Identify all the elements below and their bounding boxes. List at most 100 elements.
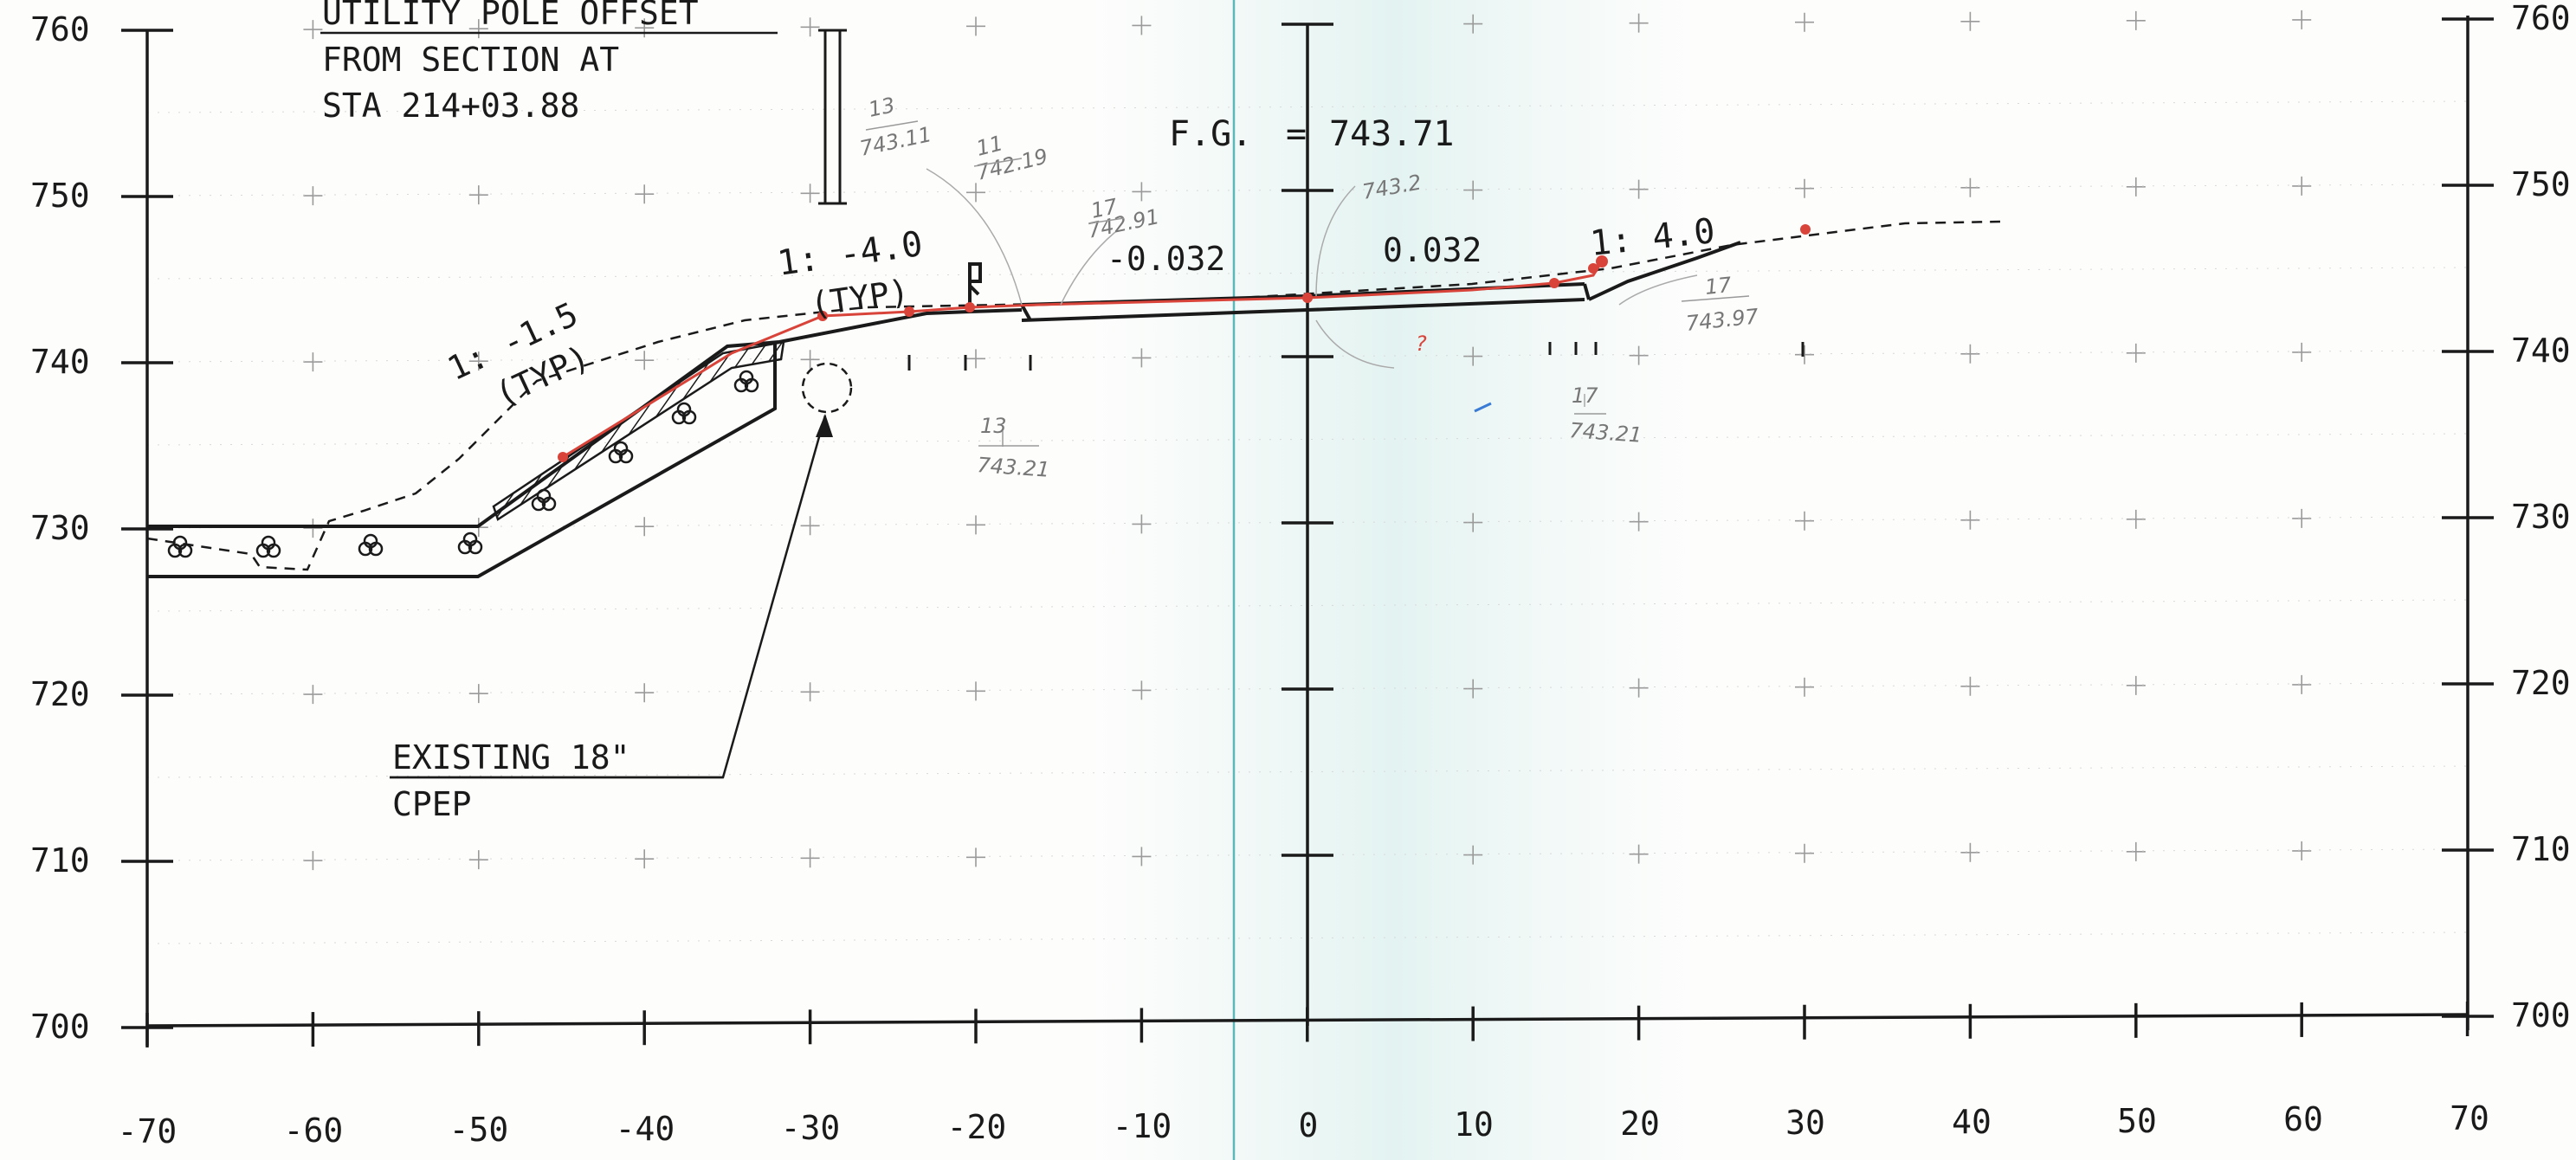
stone-symbol xyxy=(462,532,478,547)
y-tick-label: 760 xyxy=(30,10,90,48)
stone-symbol xyxy=(172,535,188,551)
grid-cross xyxy=(800,516,820,536)
grid-cross xyxy=(800,17,820,37)
callout-line-2: CPEP xyxy=(392,785,472,823)
axis-ticks xyxy=(121,17,2494,1047)
grid-cross xyxy=(1132,182,1152,202)
stone-symbol xyxy=(536,488,552,504)
cross-slope-left-label: -0.032 xyxy=(1107,240,1225,278)
grid-cross xyxy=(2292,674,2312,694)
y-tick-label: 740 xyxy=(30,343,90,381)
grid-cross xyxy=(1463,346,1483,366)
grid-dotted-line xyxy=(146,848,2469,861)
grid-cross xyxy=(2126,509,2146,529)
stone-symbol xyxy=(363,533,378,549)
x-tick-label: 0 xyxy=(1299,1106,1319,1144)
grid-cross xyxy=(2126,10,2146,30)
y-tick-label: 750 xyxy=(30,177,90,215)
x-tick-label: -40 xyxy=(616,1110,675,1148)
x-tick-label: 40 xyxy=(1952,1103,1992,1141)
y-tick-label: 750 xyxy=(2511,165,2571,203)
y-tick-label: 710 xyxy=(30,841,90,880)
grid-cross xyxy=(468,19,488,39)
grid-cross xyxy=(2126,675,2146,695)
grid-crosses xyxy=(146,10,2469,1028)
existing-ground-line xyxy=(146,220,2001,571)
redline-markup xyxy=(562,261,1604,459)
grid-cross xyxy=(2126,177,2146,197)
grid-cross xyxy=(1960,510,1980,530)
grid-cross xyxy=(1463,679,1483,699)
grid-cross xyxy=(966,349,985,369)
y-tick-label: 710 xyxy=(2511,830,2571,868)
grid-dotted-line xyxy=(146,516,2469,529)
x-tick-label: -20 xyxy=(947,1108,1007,1146)
grid-cross xyxy=(635,18,655,38)
title-line-1: UTILITY POLE OFFSET xyxy=(322,0,699,32)
grid-dotted-line xyxy=(146,433,2469,446)
hand-note-sub: 743.21 xyxy=(1569,418,1643,448)
grid-cross xyxy=(800,350,820,370)
slope-left-ditch-note: (TYP) xyxy=(808,272,911,323)
callout-leader xyxy=(390,415,827,779)
grid-cross xyxy=(800,682,820,702)
x-tick-label: 50 xyxy=(2117,1102,2157,1140)
grid-cross xyxy=(1132,680,1152,700)
y-tick-label: 720 xyxy=(2511,664,2571,702)
x-tick-label: 30 xyxy=(1785,1104,1825,1142)
x-tick-label: -10 xyxy=(1113,1107,1172,1145)
x-tick-label: 10 xyxy=(1454,1105,1494,1144)
title-line-2: FROM SECTION AT xyxy=(322,41,619,79)
grid-cross xyxy=(966,681,985,701)
grid-cross xyxy=(635,683,655,703)
x-tick-label: -60 xyxy=(284,1112,344,1150)
fg-value: 743.71 xyxy=(1329,114,1455,154)
grid-cross xyxy=(1795,178,1814,198)
x-tick-label: 20 xyxy=(1620,1105,1660,1143)
y-tick-label: 700 xyxy=(30,1008,90,1046)
grid-cross xyxy=(1960,842,1980,862)
grid-cross xyxy=(1463,512,1483,532)
grid-cross xyxy=(303,186,323,206)
hand-note: ? xyxy=(1416,332,1427,356)
y-tick-label: 740 xyxy=(2511,332,2571,370)
stone-symbols xyxy=(167,370,759,558)
grid-cross xyxy=(303,851,323,871)
grid-cross xyxy=(1960,344,1980,364)
pencil-underlines xyxy=(865,120,1750,447)
grid-cross xyxy=(303,685,323,705)
y-axis-left-labels: 760 750 740 730 720 710 700 xyxy=(30,10,90,1046)
grid-cross xyxy=(1132,16,1152,35)
grid-cross xyxy=(1629,844,1649,864)
x-tick-label: 60 xyxy=(2283,1100,2323,1138)
grid-cross xyxy=(1132,348,1152,368)
grid-cross xyxy=(635,184,655,204)
grid-cross xyxy=(1795,12,1814,32)
grid-cross xyxy=(303,20,323,40)
redline-points xyxy=(558,224,1811,462)
hand-note: 17 xyxy=(1088,194,1120,223)
grid-cross xyxy=(1132,847,1152,867)
grid-dotted-line xyxy=(146,100,2469,113)
grid-cross xyxy=(966,847,985,867)
grid-cross xyxy=(1795,677,1814,697)
grid-cross xyxy=(2126,841,2146,861)
grid-dotted-line xyxy=(146,350,2469,363)
survey-ticks xyxy=(907,342,1804,371)
grid-cross xyxy=(1960,676,1980,696)
callout-line-1: EXISTING 18" xyxy=(392,738,630,777)
grid-cross xyxy=(2292,841,2312,860)
grid-cross xyxy=(1629,345,1649,365)
existing-pipe-circle xyxy=(801,362,853,414)
callout-arrowhead xyxy=(816,414,833,437)
hand-note: 13 xyxy=(866,93,897,122)
y-tick-label: 760 xyxy=(2511,0,2571,37)
grid-cross xyxy=(1629,512,1649,532)
grid-cross xyxy=(1960,177,1980,197)
y-axis-right-labels: 760 750 740 730 720 710 700 xyxy=(2511,0,2571,1034)
curb-guardrail xyxy=(968,262,982,310)
grid-cross xyxy=(2126,343,2146,363)
grid-cross xyxy=(635,849,655,869)
grid-cross xyxy=(2292,10,2312,29)
grid-cross xyxy=(966,183,985,203)
